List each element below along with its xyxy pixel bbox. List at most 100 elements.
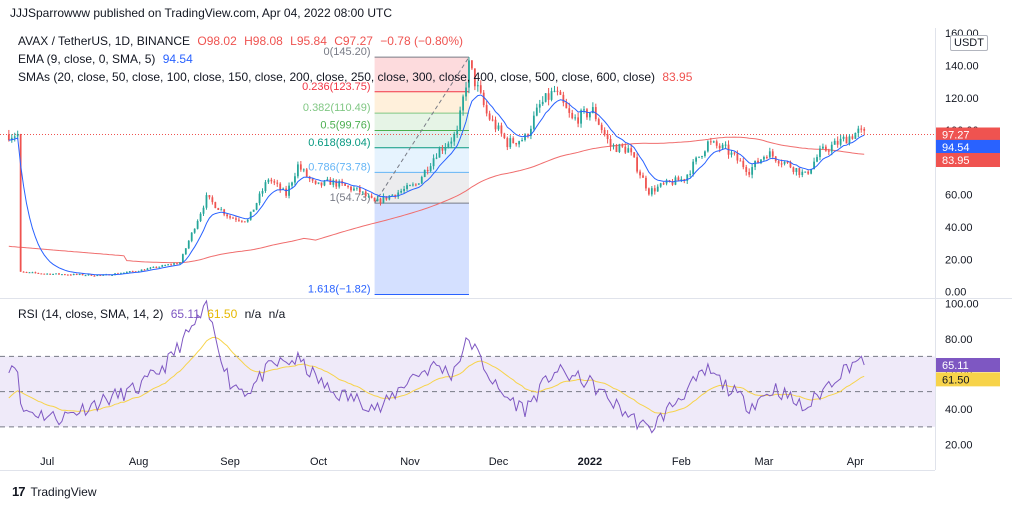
candle-body <box>438 148 441 158</box>
candle-body <box>677 177 680 181</box>
candle-body <box>255 203 258 210</box>
candle-body <box>10 137 13 141</box>
candle-body <box>302 169 305 171</box>
fibonacci-retracement[interactable]: 0(145.20) 0.236(123.75) 0.382(110.49) 0.5(9… <box>302 46 470 295</box>
candle-body <box>164 265 167 267</box>
candle-body <box>497 125 500 130</box>
brand-name: TradingView <box>30 484 97 499</box>
publish-info: JJJSparrowww published on TradingView.co… <box>10 6 392 20</box>
candle-body <box>541 101 544 105</box>
candle-body <box>824 146 827 151</box>
candle-body <box>606 134 609 139</box>
candle-body <box>338 181 341 187</box>
candle-body <box>388 195 391 200</box>
candle-body <box>624 146 627 153</box>
ema-price-tag-bg <box>936 139 1000 154</box>
candle-body <box>90 274 93 276</box>
fib-level-label: 0.382(110.49) <box>303 102 371 114</box>
candle-body <box>429 166 432 172</box>
candle-body <box>848 136 851 144</box>
candle-body <box>87 274 90 276</box>
candle-body <box>235 218 237 220</box>
candle-body <box>397 192 400 197</box>
candle-body <box>317 182 320 184</box>
candle-body <box>441 148 444 151</box>
candle-body <box>712 141 715 143</box>
candle-body <box>692 161 695 174</box>
candle-body <box>181 254 184 263</box>
candle-body <box>465 87 467 97</box>
candle-body <box>403 189 405 191</box>
candle-body <box>562 94 565 103</box>
candle-body <box>532 115 535 129</box>
candle-body <box>258 193 261 204</box>
candle-body <box>547 93 550 100</box>
candle-body <box>353 188 355 191</box>
candle-body <box>813 161 815 169</box>
candle-body <box>600 124 603 131</box>
candle-body <box>264 182 267 191</box>
candle-body <box>199 213 202 221</box>
candle-body <box>730 152 733 155</box>
last-price-tag: 97.27 <box>942 130 970 142</box>
candle-body <box>176 263 178 265</box>
sma-line <box>8 136 865 264</box>
candle-body <box>842 136 845 139</box>
candle-body <box>158 266 161 268</box>
candle-body <box>361 191 364 193</box>
sma-price-tag: 83.95 <box>942 155 970 167</box>
candle-body <box>718 145 721 149</box>
tradingview-logo-icon: 17 <box>12 484 26 499</box>
ema-label: EMA (9, close, 0, SMA, 5) <box>18 52 156 66</box>
candle-body <box>482 92 485 106</box>
candle-body <box>326 179 329 181</box>
candle-body <box>860 128 863 130</box>
ema-value: 94.54 <box>162 52 193 66</box>
candle-body <box>140 269 143 272</box>
candle-body <box>161 265 164 267</box>
ema-line <box>8 94 865 276</box>
sma-legend: SMAs (20, close, 50, close, 100, close, … <box>18 70 696 84</box>
currency-badge[interactable]: USDT <box>950 35 988 51</box>
fib-level-label: 0(145.20) <box>323 46 370 58</box>
candle-body <box>494 119 497 130</box>
rsi-na-2: n/a <box>268 307 286 321</box>
candle-body <box>704 151 706 157</box>
candle-body <box>66 274 69 276</box>
candle-body <box>46 273 49 275</box>
candle-body <box>69 274 72 276</box>
candle-body <box>488 113 491 120</box>
candle-body <box>550 91 553 100</box>
fib-zone <box>374 113 469 131</box>
price-tick-label: 140.00 <box>945 61 979 73</box>
candle-body <box>715 141 718 146</box>
candle-body <box>170 264 172 266</box>
candle-body <box>96 275 99 277</box>
candle-body <box>391 194 394 196</box>
candle-body <box>355 187 358 189</box>
candle-body <box>447 143 450 148</box>
candle-body <box>783 161 786 164</box>
candle-body <box>249 211 252 220</box>
candle-body <box>111 274 113 276</box>
candle-body <box>49 273 52 275</box>
candle-body <box>827 150 830 152</box>
candle-body <box>279 183 282 190</box>
rsi-pane <box>0 299 935 434</box>
candle-body <box>538 104 541 108</box>
candle-body <box>559 91 562 95</box>
candle-body <box>583 109 585 111</box>
high-value: H98.08 <box>244 34 283 48</box>
time-tick-label: Apr <box>847 456 864 468</box>
close-value: C97.27 <box>334 34 373 48</box>
symbol-label: AVAX / TetherUS, 1D, BINANCE <box>18 34 191 48</box>
price-tick-label: 120.00 <box>945 93 979 105</box>
candle-body <box>155 266 158 268</box>
fib-zone <box>374 203 469 295</box>
candle-body <box>763 156 765 160</box>
candle-body <box>122 272 125 274</box>
candle-body <box>75 273 78 275</box>
candle-body <box>134 271 137 273</box>
candle-body <box>795 168 798 172</box>
